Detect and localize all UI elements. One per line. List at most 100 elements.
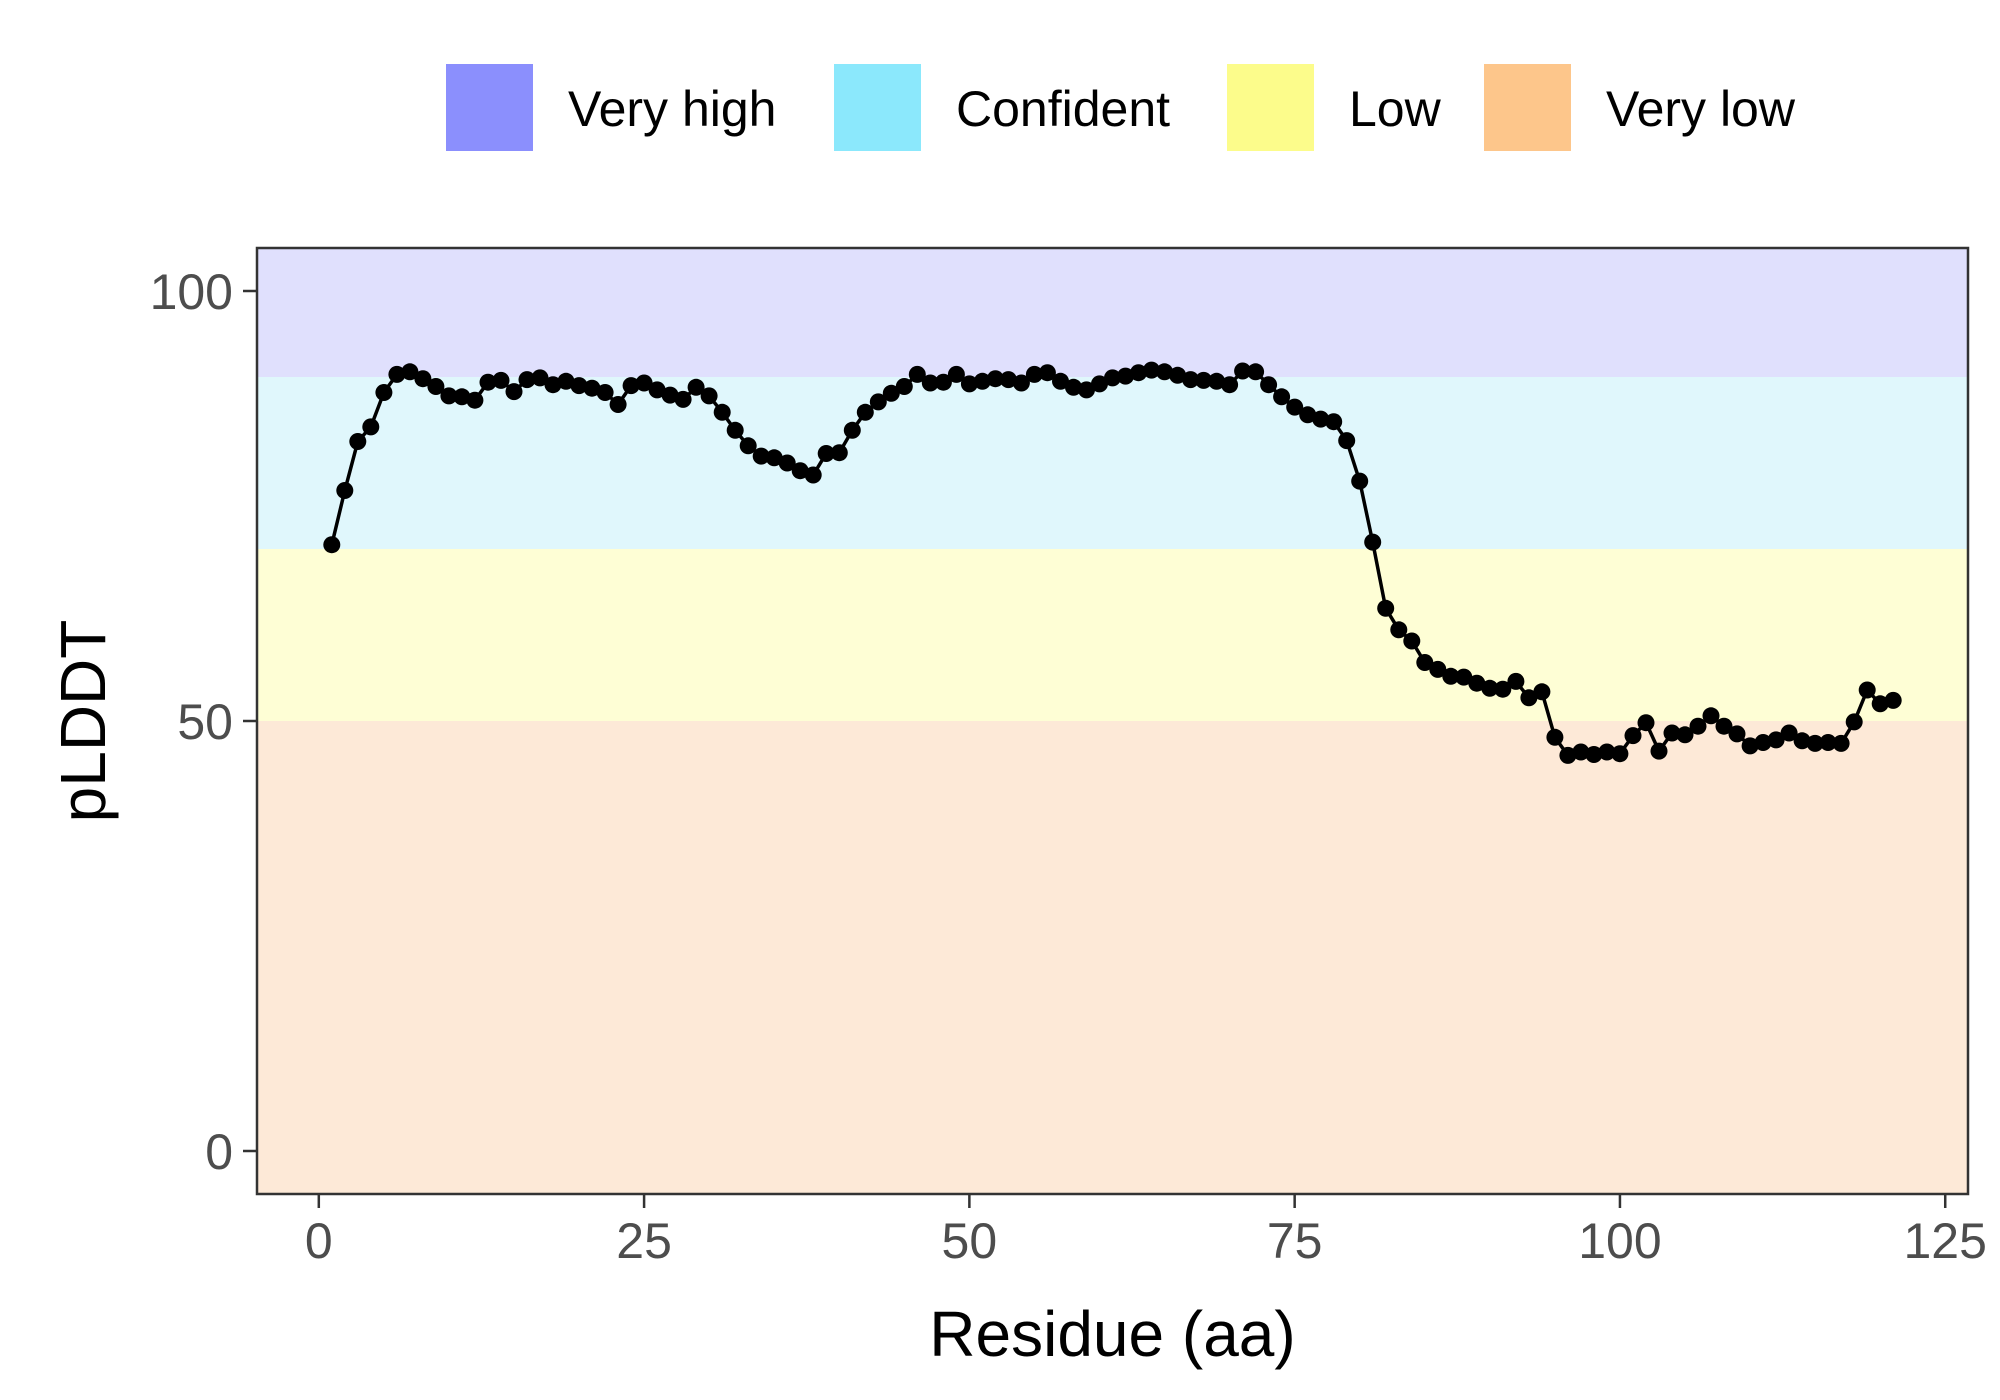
legend-key-very-high	[446, 64, 533, 151]
data-point	[1130, 364, 1147, 382]
data-point	[1312, 410, 1330, 428]
data-point	[531, 369, 549, 387]
data-point	[323, 536, 341, 554]
data-point	[362, 418, 380, 436]
band-confident	[257, 377, 1968, 549]
data-point	[1806, 734, 1824, 752]
x-tick-label: 50	[942, 1213, 998, 1269]
data-point	[1572, 743, 1590, 761]
data-point	[336, 482, 354, 499]
y-axis-title: pLDDT	[47, 620, 119, 823]
data-point	[1299, 406, 1317, 424]
legend-label-very-high: Very high	[568, 81, 776, 137]
data-point	[1559, 746, 1577, 764]
data-point	[1832, 734, 1850, 752]
data-point	[830, 444, 848, 462]
legend-key-confident	[834, 64, 921, 151]
data-point	[1702, 707, 1720, 725]
data-point	[713, 403, 731, 421]
data-point	[1195, 371, 1213, 389]
data-point	[479, 373, 497, 391]
data-point	[1533, 683, 1551, 701]
data-point	[1845, 713, 1863, 731]
data-point	[1611, 745, 1629, 763]
data-point	[1273, 388, 1291, 406]
data-point	[739, 437, 757, 455]
data-point	[609, 396, 627, 413]
data-point	[1819, 734, 1837, 751]
data-point	[908, 365, 926, 383]
data-point	[1117, 367, 1134, 385]
data-point	[453, 388, 471, 406]
legend-key-low	[1227, 64, 1314, 151]
data-point	[661, 386, 679, 404]
x-tick-label: 125	[1904, 1213, 1987, 1269]
data-point	[375, 384, 393, 401]
data-point	[1780, 724, 1798, 742]
data-point	[1598, 743, 1616, 761]
legend-key-very-low	[1484, 64, 1571, 151]
data-point	[1546, 728, 1564, 746]
data-point	[492, 371, 510, 389]
data-point	[648, 381, 666, 399]
x-axis-title: Residue (aa)	[929, 1298, 1295, 1370]
confidence-bands	[257, 248, 1968, 1194]
band-very-high	[257, 248, 1968, 377]
x-axis: 0 25 50 75 100 125	[305, 1194, 1987, 1269]
data-point	[1494, 680, 1512, 698]
band-very-low	[257, 721, 1968, 1194]
data-point	[505, 383, 523, 401]
data-point	[1221, 376, 1239, 394]
data-point	[1507, 672, 1525, 690]
data-point	[1351, 472, 1369, 490]
data-point	[1754, 734, 1772, 751]
data-point	[843, 421, 861, 439]
data-point	[1663, 724, 1681, 742]
data-point	[1520, 689, 1538, 707]
data-point	[895, 378, 913, 395]
data-point	[934, 373, 952, 391]
data-point	[1715, 717, 1733, 735]
data-point	[1442, 667, 1460, 685]
data-point	[817, 445, 835, 462]
data-point	[999, 371, 1017, 389]
data-point	[1377, 599, 1395, 617]
series-plddt	[323, 361, 1902, 764]
data-point	[1689, 717, 1707, 735]
data-point	[1871, 695, 1889, 713]
data-point	[1416, 654, 1434, 671]
data-point	[791, 462, 809, 480]
data-point	[1884, 691, 1902, 709]
data-point	[778, 454, 796, 472]
data-point	[1052, 372, 1069, 390]
data-point	[557, 372, 575, 390]
data-point	[596, 384, 614, 401]
data-point	[1234, 362, 1252, 380]
legend-label-very-low: Very low	[1606, 81, 1796, 137]
data-point	[1429, 660, 1447, 678]
data-point	[1169, 366, 1187, 384]
data-point	[726, 421, 744, 439]
x-tick-label: 0	[305, 1213, 333, 1269]
data-point	[882, 384, 900, 402]
data-point	[1793, 732, 1811, 750]
y-tick-label: 100	[150, 264, 233, 320]
data-point	[583, 379, 601, 397]
data-point	[1455, 668, 1473, 686]
y-tick-label: 0	[205, 1124, 233, 1180]
data-point	[414, 370, 432, 388]
data-point	[1741, 737, 1759, 755]
data-point	[1390, 621, 1408, 639]
data-point	[1468, 674, 1486, 692]
data-point	[869, 393, 887, 411]
data-point	[1260, 376, 1278, 394]
data-point	[388, 365, 406, 383]
data-point	[1767, 731, 1785, 749]
data-point	[1481, 679, 1499, 697]
legend-label-confident: Confident	[956, 81, 1170, 137]
data-point	[544, 376, 562, 394]
data-point	[401, 363, 419, 381]
data-point	[518, 371, 536, 389]
data-point	[1012, 374, 1030, 392]
